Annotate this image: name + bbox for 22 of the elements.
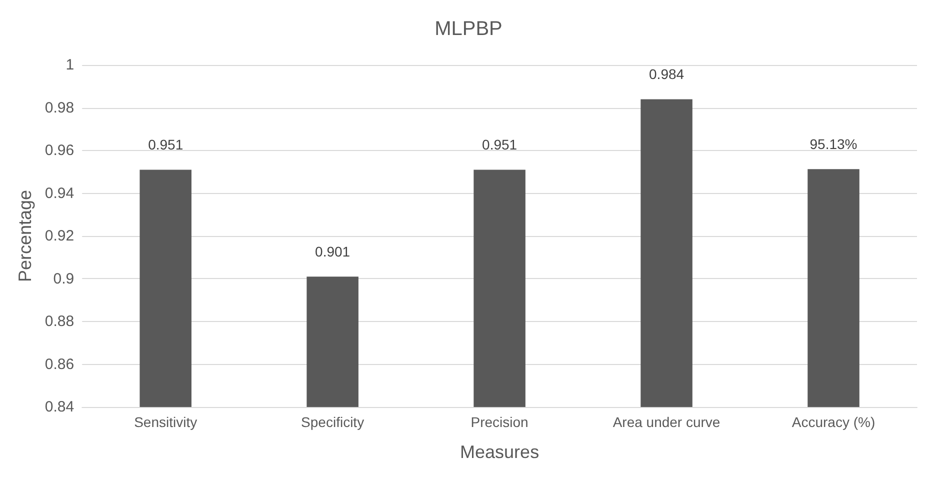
x-tick-label: Precision [470, 414, 528, 430]
y-tick-label: 0.9 [53, 270, 74, 288]
data-label: 95.13% [810, 136, 858, 152]
y-tick-label: 0.86 [44, 356, 74, 373]
y-tick-label: 1 [66, 56, 74, 74]
x-tick-label: Sensitivity [134, 414, 198, 430]
y-tick-label: 0.98 [44, 99, 74, 116]
y-tick-label: 0.96 [44, 142, 74, 159]
y-axis-title: Percentage [15, 190, 35, 282]
y-tick-label: 0.88 [44, 313, 74, 330]
chart-title: MLPBP [434, 18, 502, 40]
y-tick-label: 0.92 [44, 228, 74, 244]
y-tick-label: 0.84 [44, 398, 74, 416]
data-label: 0.951 [482, 136, 518, 153]
x-tick-label: Area under curve [612, 414, 720, 430]
data-label: 0.901 [315, 244, 350, 260]
data-label: 0.984 [649, 66, 684, 82]
x-tick-label: Accuracy (%) [792, 414, 876, 430]
x-tick-label: Specificity [301, 414, 364, 430]
data-label: 0.951 [148, 136, 184, 153]
y-tick-label: 0.94 [44, 184, 74, 202]
x-axis-title: Measures [460, 442, 540, 462]
